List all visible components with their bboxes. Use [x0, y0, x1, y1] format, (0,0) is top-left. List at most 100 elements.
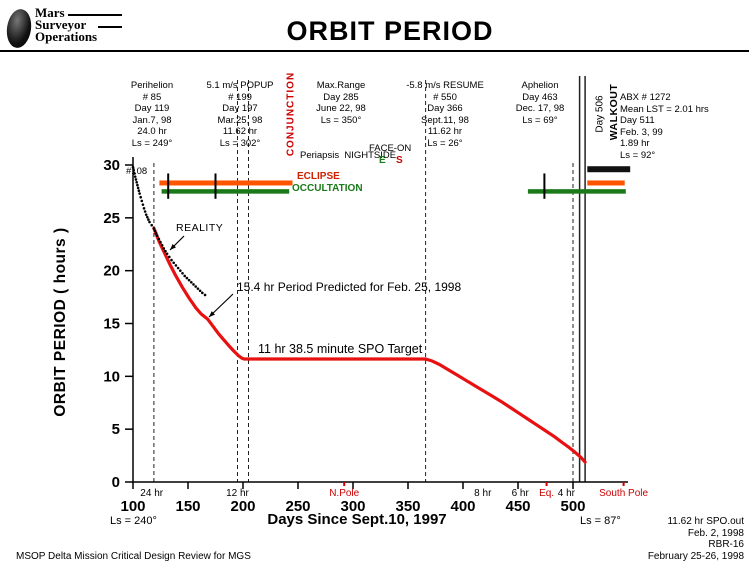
x-tick-label: 450: [505, 498, 530, 515]
axis-marker-12-hr: 12 hr: [226, 488, 249, 499]
footer-slide-id: RBR-16: [708, 539, 744, 550]
reality-dot: [159, 240, 162, 244]
reality-dot: [153, 229, 157, 233]
annotation-line: Perihelion: [130, 80, 174, 91]
face-on-e-label: E: [379, 155, 386, 166]
annotation-line: Sept.11, 98: [421, 114, 469, 126]
annotation-line: Ls = 69°: [522, 114, 558, 126]
reality-dot: [203, 293, 207, 297]
reality-dot: [141, 203, 145, 206]
reality-dot: [139, 195, 142, 199]
footer-right-block: 11.62 hr SPO.out Feb. 2, 1998 RBR-16 Feb…: [648, 516, 744, 562]
y-tick-label: 5: [112, 421, 120, 438]
bar-eclipse-left: [159, 180, 293, 186]
annotation-max-range: Max.Range Day 285 June 22, 98 Ls = 350°: [316, 80, 366, 126]
logo-rule: [68, 14, 122, 16]
axis-marker-eq-: Eq.: [539, 488, 554, 499]
annotation-line: Day 119: [134, 103, 170, 115]
day-506-label: Day 506: [594, 95, 606, 133]
bar-occultation-left: [161, 189, 290, 194]
annotation-line: Dec. 17, 98: [515, 103, 565, 115]
annotation-line: Day 511: [620, 115, 655, 127]
page-title: ORBIT PERIOD: [286, 16, 494, 46]
reality-label: REALITY: [176, 222, 224, 234]
annotation-line: -5.8 m/s RESUME: [406, 80, 484, 91]
axis-marker-4-hr: 4 hr: [558, 488, 576, 499]
reality-dot: [160, 244, 164, 247]
ls-start-label: Ls = 240°: [110, 515, 157, 527]
reality-dot: [198, 289, 202, 293]
x-tick-label: 350: [395, 498, 420, 515]
annotation-line: 5.1 m/s POPUP: [206, 80, 274, 91]
reality-dot: [179, 269, 182, 272]
reality-dot: [137, 189, 141, 193]
header-divider: [0, 50, 749, 52]
x-tick-label: 250: [285, 498, 310, 515]
reality-dot: [196, 287, 200, 290]
x-tick-label: 200: [230, 498, 255, 515]
prediction-note-label: 15.4 hr Period Predicted for Feb. 25, 19…: [237, 280, 462, 294]
annotation-abx: ABX # 1272 Mean LST = 2.01 hrs Day 511 Feb.…: [620, 92, 709, 162]
x-tick-label: 150: [175, 498, 200, 515]
axis-marker-south-pole: South Pole: [599, 488, 648, 499]
annotation-line: Mar.25, 98: [217, 114, 263, 126]
reality-dot: [138, 192, 141, 195]
annotation-aphelion: Aphelion Day 463 Dec. 17, 98 Ls = 69°: [516, 80, 565, 126]
prediction-arrow-head: [209, 311, 216, 317]
bar-abx-walkout-bar: [587, 166, 631, 173]
reality-arrow-head: [170, 244, 176, 250]
annotation-line: # 550: [433, 91, 457, 103]
x-tick-label: 500: [560, 498, 585, 515]
annotation-line: 24.0 hr: [137, 126, 167, 138]
reality-dot: [172, 261, 175, 265]
reality-dot: [133, 172, 136, 175]
face-on-label: FACE-ON: [369, 143, 412, 154]
reality-dot: [134, 178, 138, 181]
reality-dot: [187, 278, 191, 282]
annotation-line: # 85: [142, 91, 162, 103]
reality-dot: [150, 223, 153, 227]
reality-dot: [157, 237, 161, 241]
bar-eclipse-right: [587, 180, 625, 186]
occultation-label: OCCULTATION: [292, 183, 363, 194]
bar-occultation-right: [527, 189, 626, 194]
x-tick-label: 400: [450, 498, 475, 515]
annotation-line: Day 366: [427, 103, 463, 115]
reality-dot: [174, 264, 178, 267]
reality-dot: [136, 186, 140, 190]
y-tick-label: 0: [112, 474, 120, 491]
x-axis-title: Days Since Sept.10, 1997: [267, 511, 447, 528]
reality-dot: [162, 247, 166, 250]
reality-dot: [176, 266, 180, 270]
annotation-line: 11.62 hr: [427, 126, 463, 138]
reality-dot: [185, 276, 189, 280]
curve-predicted: [152, 226, 587, 464]
reality-dot: [168, 255, 171, 259]
reality-dot: [144, 213, 148, 216]
annotation-popup: 5.1 m/s POPUP # 199 Day 197 Mar.25, 98 11.62…: [206, 80, 273, 150]
annotation-line: June 22, 98: [316, 103, 366, 115]
periapsis-nightside-label: Periapsis NIGHTSIDE: [300, 150, 397, 161]
reality-dot: [194, 285, 197, 288]
annotation-line: # 199: [228, 91, 252, 103]
axis-marker-8-hr: 8 hr: [474, 488, 492, 499]
logo-rule: [98, 26, 122, 28]
reality-dot: [135, 180, 138, 184]
annotation-line: Jan.7, 98: [132, 114, 172, 126]
footer-source-date: Feb. 2, 1998: [687, 527, 744, 539]
walkout-label: WALKOUT: [608, 83, 620, 141]
annotation-line: Ls = 302°: [219, 137, 261, 149]
reality-dot: [146, 215, 149, 219]
reality-dot: [136, 183, 139, 187]
annotation-line: Ls = 249°: [131, 137, 173, 149]
face-on-s-label: S: [396, 155, 403, 166]
axis-marker-n-pole: N.Pole: [329, 488, 359, 499]
logo-text-mars: Mars: [35, 5, 65, 20]
reality-dot: [132, 168, 136, 172]
orbit-number-label: #108: [126, 166, 148, 177]
reality-dot: [143, 210, 147, 213]
reality-dot: [165, 252, 169, 256]
x-tick-label: 100: [120, 498, 145, 515]
